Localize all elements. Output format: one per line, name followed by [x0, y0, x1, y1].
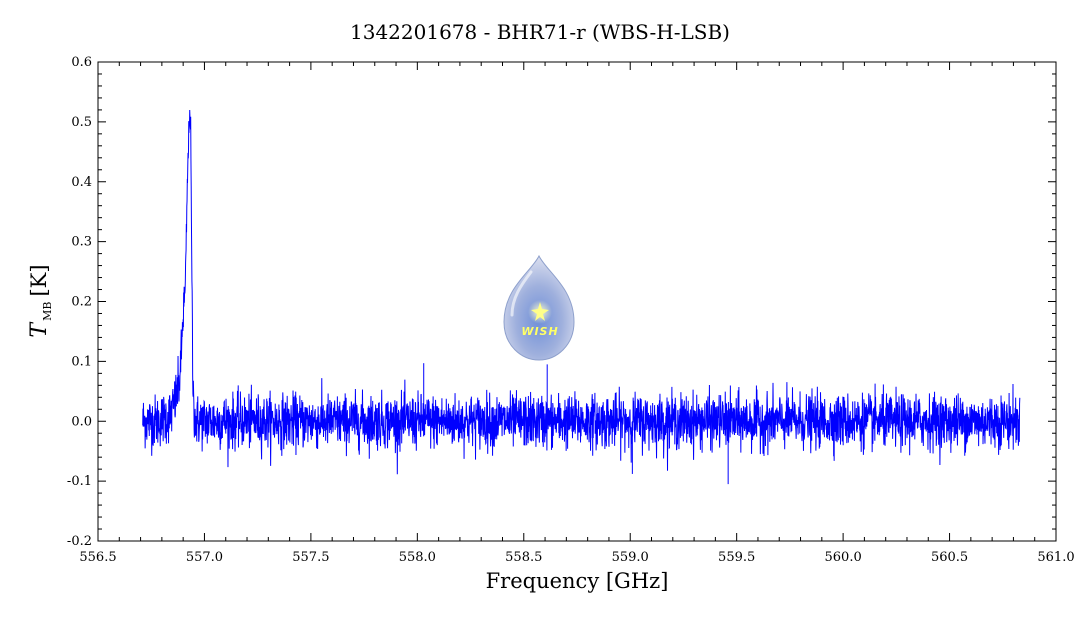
- y-tick-label: 0.5: [71, 115, 92, 130]
- y-axis-subscript: MB: [41, 302, 54, 321]
- y-tick-label: 0.6: [71, 55, 92, 70]
- x-tick-label: 561.0: [1037, 550, 1074, 565]
- x-tick-label: 560.5: [931, 550, 968, 565]
- spike-marks: [423, 363, 729, 485]
- x-tick-label: 560.0: [825, 550, 862, 565]
- logo-text: WISH: [521, 325, 558, 338]
- y-tick-label: 0.1: [71, 354, 92, 369]
- y-tick-label: 0.3: [71, 235, 92, 250]
- x-tick-label: 557.5: [292, 550, 329, 565]
- axis-ticks: [97, 61, 1057, 542]
- x-axis-title: Frequency [GHz]: [486, 569, 669, 593]
- y-tick-label: 0.4: [71, 175, 92, 190]
- y-tick-labels: -0.2 -0.1 0.0 0.1 0.2 0.3 0.4 0.5 0.6: [67, 55, 92, 549]
- y-tick-label: 0.0: [71, 414, 92, 429]
- y-axis-title: TMB [K]: [27, 264, 54, 337]
- spectrum-line: [142, 109, 1021, 475]
- x-tick-label: 558.5: [505, 550, 542, 565]
- x-tick-label: 557.0: [186, 550, 223, 565]
- chart-title: 1342201678 - BHR71-r (WBS-H-LSB): [350, 20, 730, 44]
- y-axis-symbol: T: [27, 321, 52, 338]
- y-axis-unit: [K]: [27, 264, 51, 296]
- y-tick-label: -0.2: [67, 534, 92, 549]
- svg-text:TMB[K]: TMB [K]: [27, 264, 54, 337]
- x-tick-label: 558.0: [399, 550, 436, 565]
- y-tick-label: 0.2: [71, 295, 92, 310]
- x-tick-label: 559.0: [612, 550, 649, 565]
- plot-frame: [97, 61, 1057, 542]
- x-tick-label: 559.5: [718, 550, 755, 565]
- x-tick-labels: 556.5 557.0 557.5 558.0 558.5 559.0 559.5 560.0…: [79, 550, 1074, 565]
- x-tick-label: 556.5: [79, 550, 116, 565]
- y-tick-label: -0.1: [67, 474, 92, 489]
- logo: WISH: [503, 254, 575, 361]
